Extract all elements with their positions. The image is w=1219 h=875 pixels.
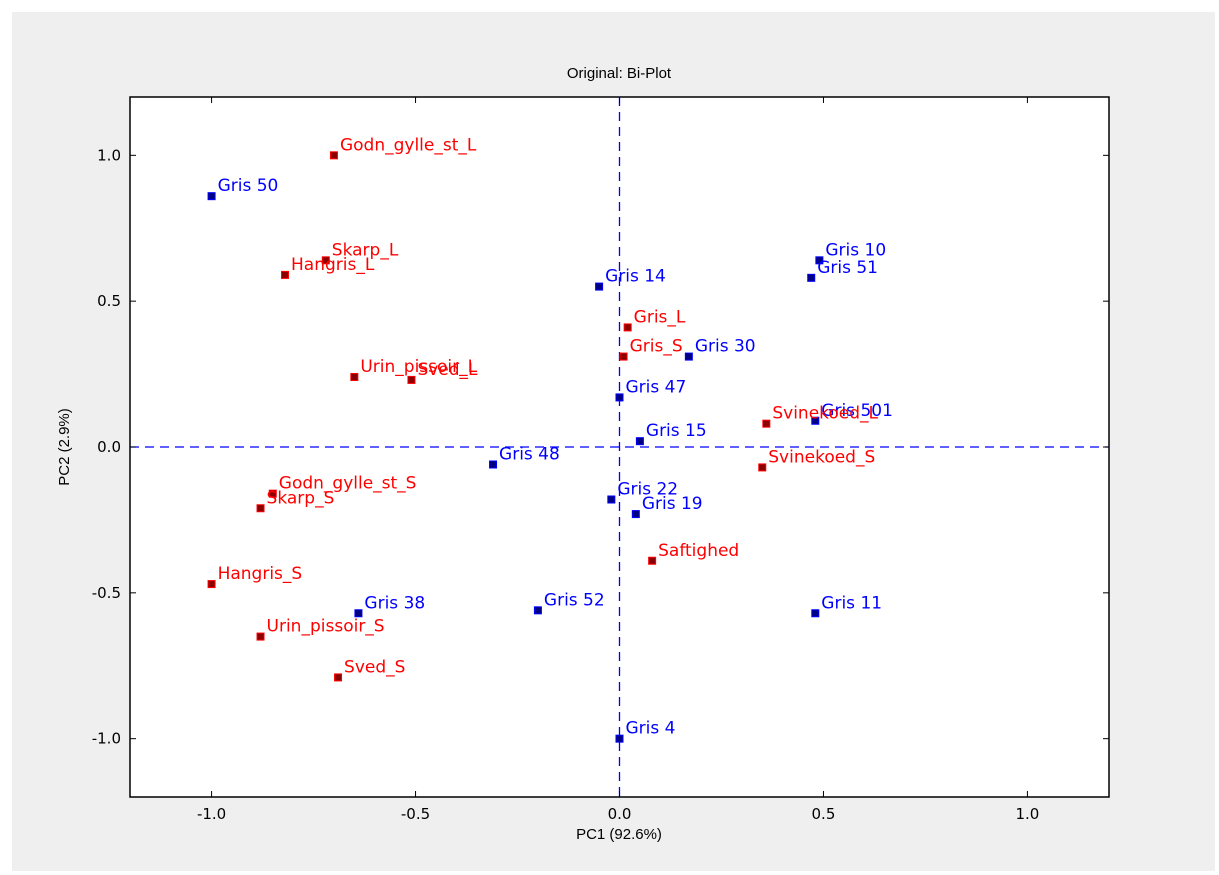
data-point-marker <box>684 352 693 361</box>
data-point-marker <box>623 323 632 332</box>
data-point-marker <box>648 556 657 565</box>
data-point-label: Skarp_L <box>332 240 399 260</box>
data-point-marker <box>635 437 644 446</box>
data-point-marker <box>350 373 359 381</box>
data-point-label: Gris 50 <box>218 176 279 196</box>
data-point-label: Godn_gylle_st_S <box>279 474 417 494</box>
data-point-label: Gris 10 <box>825 240 886 260</box>
data-point-marker <box>321 256 330 265</box>
data-point-marker <box>533 606 542 615</box>
y-axis-label: PC2 (2.9%) <box>56 408 73 486</box>
biplot-chart: Original: Bi-Plot -1.0 -0.5 0.0 0.5 1.0-1.0-… <box>56 65 1110 843</box>
data-point-label: Saftighed <box>658 541 739 561</box>
data-point-label: Gris 19 <box>642 494 703 514</box>
data-point-marker <box>334 673 343 682</box>
data-point-marker <box>615 393 624 402</box>
data-point-label: Gris 501 <box>821 401 893 421</box>
data-point-label: Svinekoed_L <box>772 404 878 424</box>
data-point-label: Gris_S <box>630 337 683 357</box>
data-point-label: Urin_pissoir_S <box>267 617 385 637</box>
data-point-marker <box>811 609 820 618</box>
data-point-marker <box>631 510 640 519</box>
y-tick-label: -1.0 <box>92 730 121 748</box>
data-point-marker <box>811 416 820 425</box>
data-point-marker <box>815 256 824 265</box>
data-point-label: Hangris_S <box>218 564 303 584</box>
data-point-marker <box>615 734 624 743</box>
x-tick-label: 1.0 <box>1015 805 1039 823</box>
data-point-label: Gris_L <box>634 307 686 327</box>
data-point-marker <box>595 282 604 291</box>
data-point-label: Gris 4 <box>626 719 676 739</box>
data-point-marker <box>281 270 290 279</box>
y-tick-label: 0.5 <box>97 292 121 310</box>
x-axis-label: PC1 (92.6%) <box>576 826 662 843</box>
data-point-label: Urin_pissoir_L <box>360 357 477 377</box>
data-point-marker <box>489 460 498 469</box>
data-point-label: Gris 38 <box>364 593 425 613</box>
data-point-label: Sved_S <box>344 657 405 677</box>
data-point-marker <box>758 463 767 472</box>
data-point-marker <box>207 192 216 201</box>
data-point-label: Gris 52 <box>544 590 605 610</box>
data-point-marker <box>256 632 265 641</box>
data-point-label: Godn_gylle_st_L <box>340 135 477 155</box>
data-point-marker <box>762 419 771 428</box>
chart-title: Original: Bi-Plot <box>567 65 672 82</box>
data-point-label: Sved_L <box>417 360 478 380</box>
data-point-label: Gris 30 <box>695 337 756 357</box>
x-tick-label: -1.0 <box>197 805 226 823</box>
data-point-marker <box>407 375 416 384</box>
data-point-marker <box>354 609 363 618</box>
data-point-label: Skarp_S <box>267 488 335 508</box>
data-point-label: Gris 22 <box>617 480 678 500</box>
y-tick-label: 1.0 <box>97 146 121 164</box>
data-point-label: Svinekoed_S <box>768 447 875 467</box>
y-tick-label: 0.0 <box>97 438 121 456</box>
data-point-label: Gris 14 <box>605 267 666 287</box>
x-tick-label: -0.5 <box>401 805 430 823</box>
data-point-marker <box>807 273 816 282</box>
data-point-label: Gris 47 <box>626 377 687 397</box>
reference-lines <box>130 97 1109 797</box>
axis-ticks: -1.0 -0.5 0.0 0.5 1.0 -1.0 -0.5 0.0 0.5 1.0 <box>92 97 1109 823</box>
data-point-label: Hangris_L <box>291 255 375 275</box>
data-point-label: Gris 11 <box>821 593 882 613</box>
data-point-marker <box>607 495 616 504</box>
data-point-marker <box>207 580 216 589</box>
data-point-marker <box>329 151 338 160</box>
data-point-label: Gris 48 <box>499 445 560 465</box>
x-tick-label: 0.0 <box>608 805 632 823</box>
data-point-marker <box>256 504 265 513</box>
data-point-label: Gris 51 <box>817 258 878 278</box>
data-point-marker <box>268 489 277 498</box>
data-point-marker <box>619 352 628 361</box>
x-tick-label: 0.5 <box>812 805 836 823</box>
data-point-label: Gris 15 <box>646 421 707 441</box>
y-tick-label: -0.5 <box>92 584 121 602</box>
figure-background: Original: Bi-Plot -1.0 -0.5 0.0 0.5 1.0 -1.0-… <box>12 12 1215 871</box>
